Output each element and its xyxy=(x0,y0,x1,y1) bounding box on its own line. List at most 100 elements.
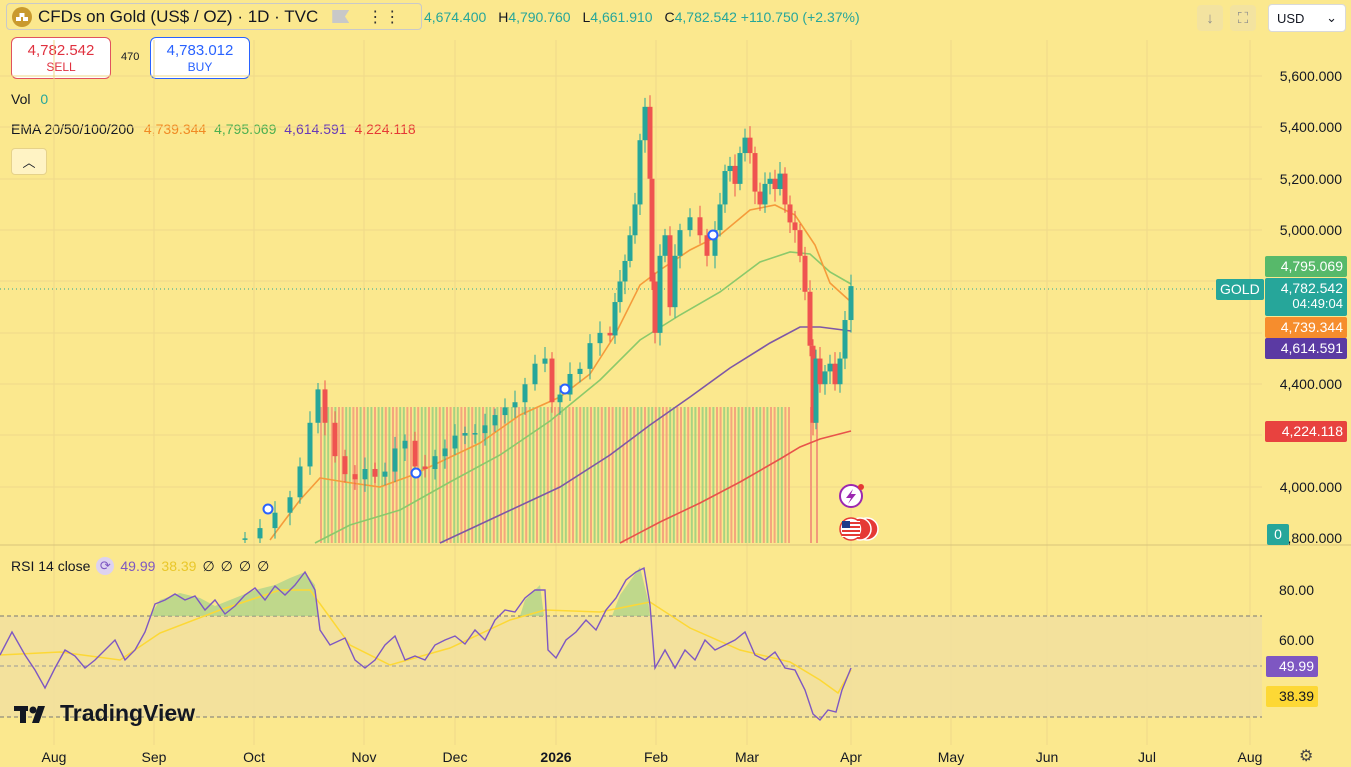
candle-body xyxy=(472,433,478,435)
volume-bar xyxy=(503,407,506,543)
candle-body xyxy=(817,358,823,385)
candle-body xyxy=(287,497,293,513)
tradingview-logo[interactable]: TradingView xyxy=(14,700,195,727)
download-icon[interactable]: ↓ xyxy=(1197,5,1223,31)
volume-bar xyxy=(737,407,740,543)
volume-bar xyxy=(399,407,402,543)
candle-body xyxy=(732,165,738,184)
candle-body xyxy=(649,178,655,282)
candle-body xyxy=(742,137,748,154)
collapse-legend-button[interactable]: ︿ xyxy=(11,148,47,175)
candle-body xyxy=(512,402,518,408)
last-price-value: 4,782.542 xyxy=(1280,280,1343,296)
price-axis-label: 4,000.000 xyxy=(1279,479,1342,495)
volume-legend[interactable]: Vol 0 xyxy=(11,91,48,107)
time-axis-label: Jun xyxy=(1035,749,1059,765)
candle-body xyxy=(617,281,623,303)
candle-body xyxy=(342,456,348,475)
ema100-tag: 4,614.591 xyxy=(1265,338,1347,359)
candle-body xyxy=(772,178,778,190)
currency-select[interactable]: USD ⌄ xyxy=(1268,4,1346,32)
candle-body xyxy=(392,448,398,472)
volume-bar xyxy=(615,407,618,543)
candle-body xyxy=(842,320,848,359)
volume-bar xyxy=(723,407,726,543)
volume-bar xyxy=(449,407,452,543)
volume-bar xyxy=(665,407,668,543)
candle-body xyxy=(372,469,378,477)
rsi-overbought-fill xyxy=(150,567,650,616)
candle-body xyxy=(677,230,683,256)
volume-bar xyxy=(557,407,560,543)
volume-bar xyxy=(496,407,499,543)
buy-button[interactable]: 4,783.012 BUY xyxy=(150,37,250,79)
rsi-extra: ∅ xyxy=(202,557,215,574)
volume-bar xyxy=(683,407,686,543)
volume-bar xyxy=(716,407,718,543)
candle-body xyxy=(272,512,278,529)
candle-body xyxy=(502,407,508,416)
volume-bar xyxy=(600,407,603,543)
rsi-legend[interactable]: RSI 14 close ⟳ 49.99 38.39 ∅ ∅ ∅ ∅ xyxy=(11,557,269,575)
fullscreen-icon[interactable]: ⛶ xyxy=(1230,5,1256,31)
volume-bar xyxy=(568,407,571,543)
volume-bar xyxy=(593,407,596,543)
settings-gear-icon[interactable]: ⚙ xyxy=(1299,748,1314,765)
volume-bar xyxy=(338,407,340,543)
candle-body xyxy=(532,363,538,385)
volume-bar xyxy=(431,407,434,543)
candle-body xyxy=(662,235,668,256)
candle-body xyxy=(797,230,803,256)
candle-body xyxy=(257,528,263,539)
volume-bar xyxy=(788,407,790,543)
ema50-line xyxy=(314,251,852,544)
volume-bar xyxy=(507,407,510,543)
symbol-tag: GOLD xyxy=(1216,279,1264,300)
buy-price: 4,783.012 xyxy=(166,42,234,59)
more-dots-icon[interactable]: ⋮⋮ xyxy=(367,8,402,26)
dividend-marker-icon xyxy=(707,229,719,241)
volume-bar xyxy=(377,407,380,543)
volume-bar xyxy=(575,407,578,543)
volume-bar xyxy=(669,407,672,543)
volume-bar xyxy=(330,407,333,543)
candle-body xyxy=(822,371,828,385)
lightning-news-icon xyxy=(839,484,864,508)
volume-bar xyxy=(464,407,466,543)
ohlc-high-key: H xyxy=(498,9,509,25)
ema20-value: 4,739.344 xyxy=(143,121,207,137)
symbol-selector[interactable]: CFDs on Gold (US$ / OZ) · 1D · TVC ⋮⋮ xyxy=(6,3,422,30)
chevron-up-icon: ︿ xyxy=(22,155,36,170)
candle-body xyxy=(802,255,808,292)
candle-body xyxy=(792,222,798,231)
volume-bar xyxy=(730,407,733,543)
ema-legend[interactable]: EMA 20/50/100/200 4,739.344 4,795.069 4,… xyxy=(11,121,416,137)
candle-body xyxy=(362,469,368,480)
volume-bar xyxy=(611,407,614,543)
candle-body xyxy=(242,538,248,540)
volume-bar xyxy=(658,407,661,543)
candle-body xyxy=(697,217,703,236)
candle-body xyxy=(577,368,583,374)
candle-body xyxy=(807,291,813,346)
time-axis-label: Aug xyxy=(1237,749,1263,765)
candle-body xyxy=(717,204,723,231)
ema100-value: 4,614.591 xyxy=(284,121,347,137)
volume-bar xyxy=(471,407,474,543)
us-economic-events-icon xyxy=(839,517,879,541)
candle-body xyxy=(712,230,718,256)
volume-bar xyxy=(467,407,470,543)
volume-bar xyxy=(334,407,337,543)
volume-bar xyxy=(629,407,632,543)
flag-icon[interactable] xyxy=(332,10,350,23)
volume-bar xyxy=(402,407,405,543)
volume-bar xyxy=(554,407,556,543)
volume-bar xyxy=(521,407,524,543)
candle-body xyxy=(587,343,593,369)
candle-body xyxy=(782,173,788,205)
candle-body xyxy=(542,358,548,364)
volume-bar xyxy=(572,407,574,543)
countdown-value: 04:49:04 xyxy=(1292,296,1343,311)
time-axis-label: May xyxy=(937,749,965,765)
